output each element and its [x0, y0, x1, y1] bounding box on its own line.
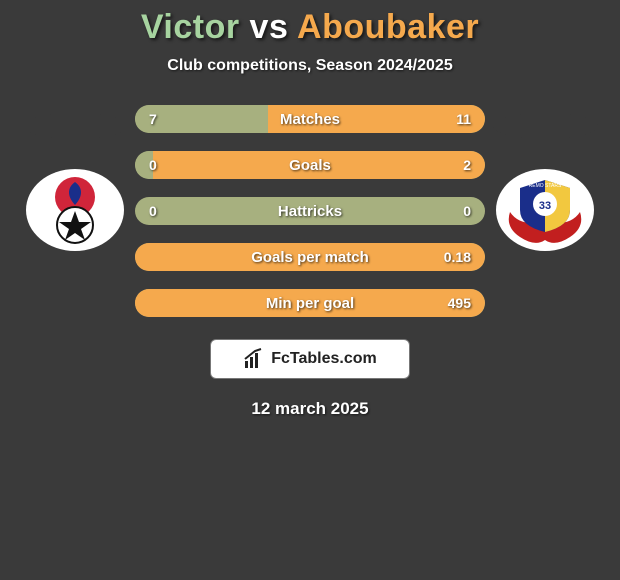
- subtitle: Club competitions, Season 2024/2025: [167, 57, 452, 75]
- player1-oval: [23, 113, 128, 139]
- player2-oval: [493, 113, 598, 139]
- stat-label: Goals: [289, 157, 331, 174]
- date-text: 12 march 2025: [251, 399, 368, 419]
- stat-label: Hattricks: [278, 203, 342, 220]
- stat-value-right: 0: [463, 203, 471, 219]
- svg-text:33: 33: [539, 200, 551, 212]
- stat-value-left: 0: [149, 157, 157, 173]
- stat-label: Min per goal: [266, 295, 354, 312]
- brand-footer: FcTables.com: [210, 339, 410, 379]
- stat-label: Goals per match: [251, 249, 369, 266]
- club1-logo: [40, 175, 110, 245]
- club2-logo: 33 REMO STARS: [500, 172, 590, 248]
- brand-text: FcTables.com: [271, 350, 377, 368]
- stat-pill: Goals per match 0.18: [135, 243, 485, 271]
- stat-pill: Min per goal 495: [135, 289, 485, 317]
- title-row: Victor vs Aboubaker: [141, 8, 479, 47]
- stat-pill: Matches 7 11: [135, 105, 485, 133]
- stat-value-right: 495: [448, 295, 471, 311]
- left-column: [15, 105, 135, 251]
- player2-name: Aboubaker: [297, 8, 479, 46]
- player2-club-badge: 33 REMO STARS: [496, 169, 594, 251]
- right-column: 33 REMO STARS: [485, 105, 605, 251]
- stat-value-left: 7: [149, 111, 157, 127]
- stat-label: Matches: [280, 111, 340, 128]
- player1-name: Victor: [141, 8, 240, 46]
- svg-text:REMO STARS: REMO STARS: [529, 183, 562, 189]
- stat-pill: Hattricks 0 0: [135, 197, 485, 225]
- comparison-card: Victor vs Aboubaker Club competitions, S…: [0, 0, 620, 580]
- stat-value-right: 0.18: [444, 249, 471, 265]
- vs-text: vs: [240, 8, 297, 46]
- chart-icon: [243, 348, 265, 370]
- stat-value-left: 0: [149, 203, 157, 219]
- stats-column: Matches 7 11 Goals 0 2 Hattricks 0 0 Goals per ma…: [135, 105, 485, 317]
- stat-value-right: 11: [456, 111, 471, 127]
- player1-club-badge: [26, 169, 124, 251]
- stat-pill: Goals 0 2: [135, 151, 485, 179]
- stat-value-right: 2: [463, 157, 471, 173]
- middle-row: Matches 7 11 Goals 0 2 Hattricks 0 0 Goals per ma…: [0, 105, 620, 317]
